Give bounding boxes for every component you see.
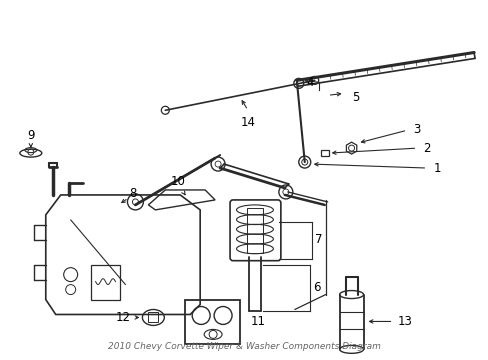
Bar [185,300,240,345]
Text: 2: 2 [423,141,430,155]
Text: 7: 7 [314,233,322,246]
Text: 8: 8 [129,188,137,201]
Text: 11: 11 [250,315,265,328]
Text: 2010 Chevy Corvette Wiper & Washer Components Diagram: 2010 Chevy Corvette Wiper & Washer Compo… [107,342,380,351]
Text: 5: 5 [351,91,359,104]
Bar [246,208,263,253]
Bar [320,150,328,156]
Text: 1: 1 [433,162,440,175]
Text: 6: 6 [312,281,320,294]
Text: 10: 10 [170,175,185,189]
Text: 4: 4 [305,76,313,89]
Text: 12: 12 [116,311,131,324]
Text: 14: 14 [240,116,255,129]
Bar [90,265,120,300]
Text: 3: 3 [413,123,420,136]
Bar [148,312,158,323]
Text: 9: 9 [27,129,35,142]
Text: 13: 13 [397,315,412,328]
